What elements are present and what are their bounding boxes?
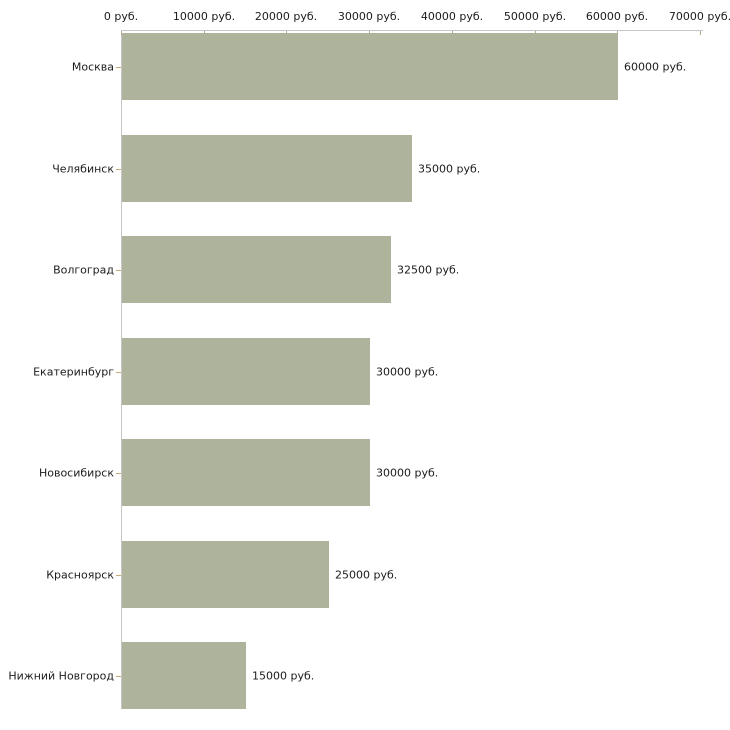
bar-3 <box>122 338 370 405</box>
value-label: 32500 руб. <box>397 263 460 276</box>
value-label: 15000 руб. <box>252 669 315 682</box>
x-axis-tick <box>700 31 701 35</box>
x-axis-line <box>121 30 703 31</box>
category-tick <box>116 270 121 271</box>
bar-4 <box>122 439 370 506</box>
category-label: Нижний Новгород <box>8 669 114 682</box>
bar-5 <box>122 541 329 608</box>
category-tick <box>116 676 121 677</box>
x-axis-tick-label: 60000 руб. <box>585 10 649 23</box>
category-tick <box>116 67 121 68</box>
value-label: 30000 руб. <box>376 466 439 479</box>
x-axis-tick-label: 50000 руб. <box>503 10 567 23</box>
bar-1 <box>122 135 412 202</box>
x-axis-tick-label: 30000 руб. <box>337 10 401 23</box>
x-axis-tick-label: 70000 руб. <box>668 10 730 23</box>
bar-0 <box>122 33 618 100</box>
x-axis-tick-label: 10000 руб. <box>172 10 236 23</box>
category-tick <box>116 575 121 576</box>
value-label: 30000 руб. <box>376 365 439 378</box>
value-label: 35000 руб. <box>418 162 481 175</box>
category-label: Екатеринбург <box>33 365 114 378</box>
bar-2 <box>122 236 391 303</box>
x-axis-tick-label: 40000 руб. <box>420 10 484 23</box>
x-axis-tick-label: 0 руб. <box>103 10 139 23</box>
category-label: Новосибирск <box>38 466 114 479</box>
category-label: Красноярск <box>46 568 114 581</box>
category-label: Волгоград <box>53 263 114 276</box>
value-label: 25000 руб. <box>335 568 398 581</box>
x-axis-tick-label: 20000 руб. <box>254 10 318 23</box>
x-axis-tick <box>121 31 122 35</box>
category-tick <box>116 473 121 474</box>
category-tick <box>116 169 121 170</box>
bar-6 <box>122 642 246 709</box>
category-label: Челябинск <box>52 162 114 175</box>
y-axis-line <box>121 30 122 709</box>
category-label: Москва <box>71 60 114 73</box>
category-tick <box>116 372 121 373</box>
value-label: 60000 руб. <box>624 60 687 73</box>
